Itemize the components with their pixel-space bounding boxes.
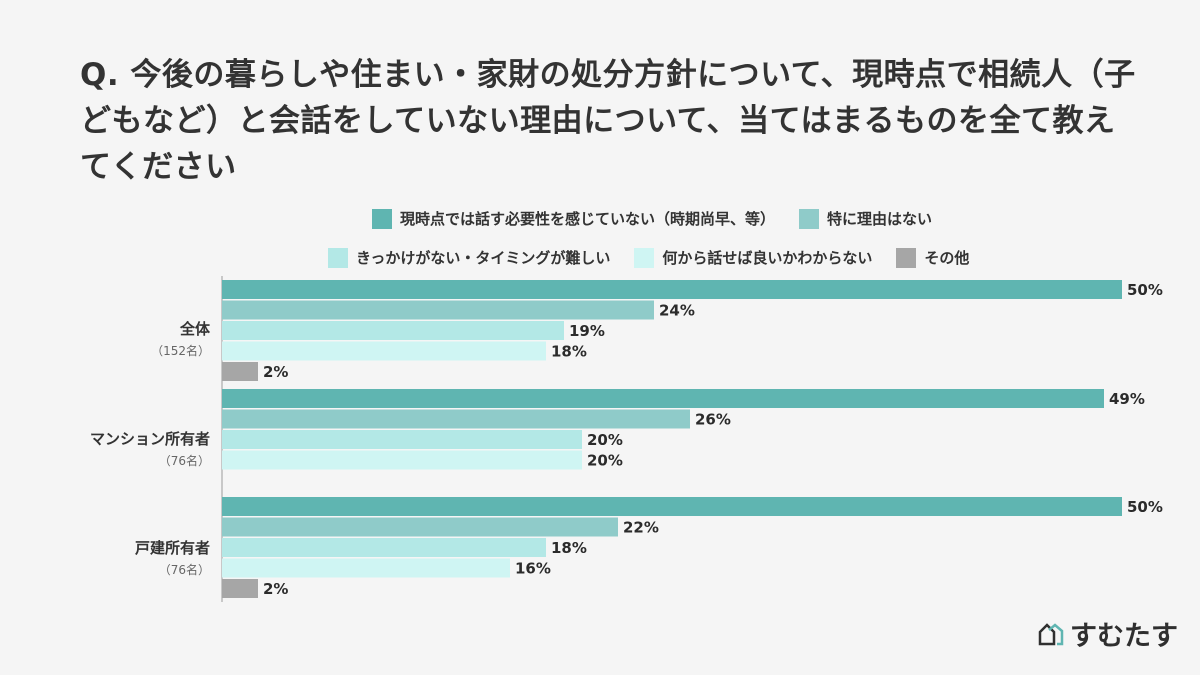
bar-1-2 xyxy=(222,300,654,320)
group-name: 戸建所有者 xyxy=(134,539,210,557)
legend-swatch-1 xyxy=(372,208,392,229)
data-label-1-5: 2% xyxy=(263,363,288,381)
group-label-all: 全体 （152名） xyxy=(151,318,210,359)
legend-swatch-4 xyxy=(634,247,655,268)
data-label-2-2: 26% xyxy=(695,411,731,429)
house-logo-icon xyxy=(1038,622,1064,645)
bar-2-3 xyxy=(222,430,582,449)
legend-row-2: きっかけがない・タイミングが難しい 何から話せば良いかわからない その他 xyxy=(328,247,969,268)
legend-label-5: その他 xyxy=(924,249,970,267)
legend-item-4: 何から話せば良いかわからない xyxy=(634,247,872,268)
legend-label-3: きっかけがない・タイミングが難しい xyxy=(356,249,611,267)
legend-swatch-3 xyxy=(328,247,348,268)
legend-item-2: 特に理由はない xyxy=(799,208,932,229)
legend-item-1: 現時点では話す必要性を感じていない（時期尚早、等） xyxy=(372,208,775,229)
bar-2-1 xyxy=(222,389,1104,408)
legend-label-2: 特に理由はない xyxy=(827,210,933,228)
data-label-2-1: 49% xyxy=(1109,390,1145,408)
bar-3-4 xyxy=(222,558,510,578)
group-label-house: 戸建所有者 （76名） xyxy=(135,537,210,578)
bar-1-3 xyxy=(222,321,564,340)
group-count: （76名） xyxy=(158,563,210,577)
legend-label-1: 現時点では話す必要性を感じていない（時期尚早、等） xyxy=(400,210,776,228)
bar-2-2 xyxy=(222,409,690,429)
legend-row-1: 現時点では話す必要性を感じていない（時期尚早、等） 特に理由はない xyxy=(372,208,932,229)
data-label-3-1: 50% xyxy=(1127,498,1163,516)
bar-1-1 xyxy=(222,280,1122,299)
bar-3-5 xyxy=(222,579,258,598)
data-label-2-3: 20% xyxy=(587,431,623,449)
data-label-3-4: 16% xyxy=(515,560,551,578)
bar-3-2 xyxy=(222,517,618,537)
logo-text: すむたす xyxy=(1070,621,1178,652)
legend-item-3: きっかけがない・タイミングが難しい xyxy=(328,247,610,268)
data-label-1-3: 19% xyxy=(569,322,605,340)
brand-logo: すむたす xyxy=(1038,614,1178,653)
bar-1-5 xyxy=(222,362,258,381)
data-label-1-1: 50% xyxy=(1127,281,1163,299)
group-count: （152名） xyxy=(151,344,210,358)
data-label-2-4: 20% xyxy=(587,452,623,470)
group-name: 全体 xyxy=(179,320,210,338)
data-label-3-5: 2% xyxy=(263,580,288,598)
group-name: マンション所有者 xyxy=(89,430,210,448)
data-label-1-4: 18% xyxy=(551,343,587,361)
bar-1-4 xyxy=(222,341,546,361)
data-label-1-2: 24% xyxy=(659,302,695,320)
legend-item-5: その他 xyxy=(896,247,969,268)
legend-swatch-2 xyxy=(799,208,820,229)
data-label-3-3: 18% xyxy=(551,539,587,557)
group-count: （76名） xyxy=(158,454,210,468)
group-label-mansion: マンション所有者 （76名） xyxy=(90,428,210,469)
bar-3-1 xyxy=(222,497,1122,516)
bar-3-3 xyxy=(222,538,546,557)
legend-label-4: 何から話せば良いかわからない xyxy=(662,249,873,267)
chart-title: Q. 今後の暮らしや住まい・家財の処分方針について、現時点で相続人（子どもなど）… xyxy=(80,57,1136,185)
legend-swatch-5 xyxy=(896,247,917,268)
bar-2-4 xyxy=(222,450,582,470)
data-label-3-2: 22% xyxy=(623,519,659,537)
